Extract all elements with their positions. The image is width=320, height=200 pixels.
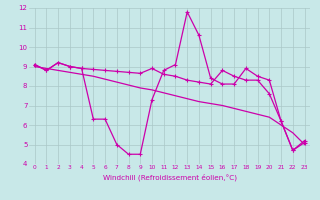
X-axis label: Windchill (Refroidissement éolien,°C): Windchill (Refroidissement éolien,°C) xyxy=(103,173,236,181)
